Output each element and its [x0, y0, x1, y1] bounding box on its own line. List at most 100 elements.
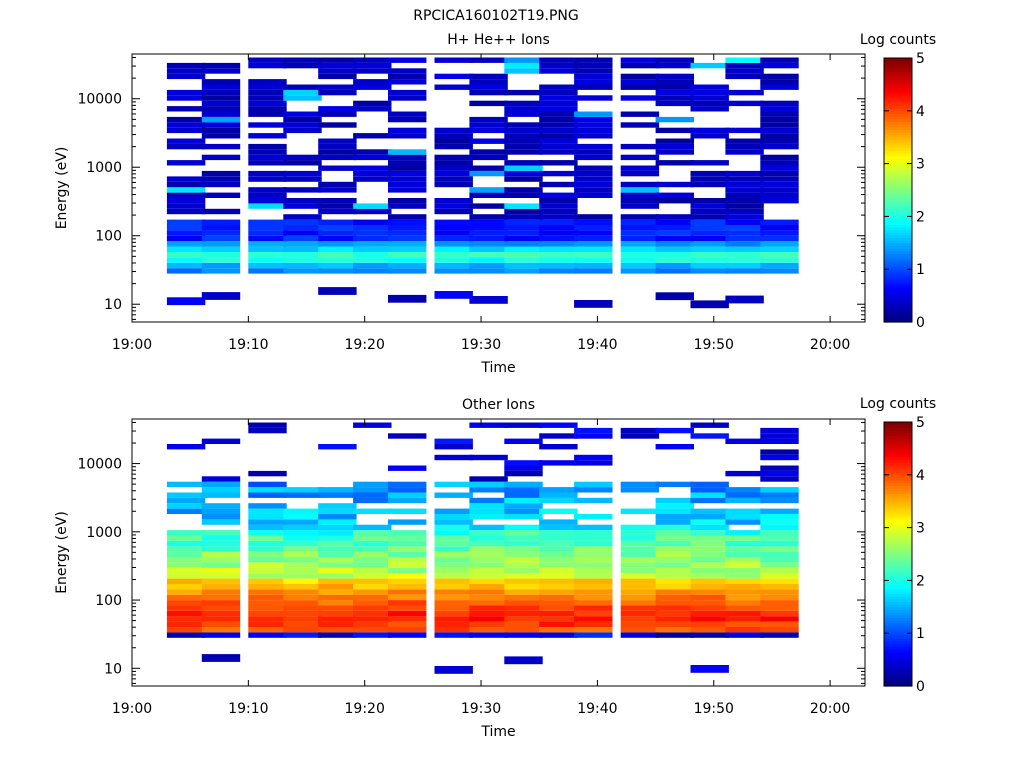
heatmap-cell	[690, 487, 729, 493]
heatmap-cell	[504, 89, 543, 96]
heatmap-cell	[248, 605, 287, 611]
heatmap-cell	[574, 578, 613, 584]
heatmap-cell	[504, 600, 543, 606]
heatmap-cell	[201, 292, 241, 300]
heatmap-cell	[725, 470, 764, 477]
heatmap-cell	[760, 225, 799, 231]
heatmap-cell	[283, 562, 322, 568]
heatmap-cell	[318, 530, 357, 536]
heatmap-cell	[283, 214, 322, 220]
heatmap-cell	[655, 610, 694, 617]
x-tick-label: 19:40	[577, 701, 617, 717]
colorbar-swatch	[884, 113, 912, 117]
heatmap-cell	[201, 89, 241, 96]
heatmap-cell	[504, 187, 543, 193]
panel-title: H+ He++ Ions	[447, 32, 550, 48]
colorbar-swatch	[884, 100, 912, 104]
colorbar-label: Log counts	[860, 32, 936, 48]
heatmap-cell	[318, 57, 357, 63]
heatmap-cell	[434, 492, 473, 498]
heatmap-cell	[318, 252, 357, 258]
heatmap-cell	[539, 551, 578, 558]
heatmap-cell	[504, 540, 543, 547]
heatmap-cell	[201, 503, 241, 509]
heatmap-cell	[469, 600, 508, 606]
heatmap-cell	[760, 138, 799, 144]
colorbar-swatch	[884, 287, 912, 291]
heatmap-cell	[725, 262, 764, 269]
colorbar-swatch	[884, 517, 912, 521]
heatmap-cell	[690, 181, 729, 188]
heatmap-cell	[539, 460, 578, 466]
heatmap-cell	[248, 235, 287, 242]
heatmap-cell	[574, 454, 613, 461]
colorbar-swatch	[884, 429, 912, 434]
heatmap-cell	[539, 241, 578, 247]
heatmap-cell	[725, 632, 764, 638]
heatmap-cell	[434, 481, 473, 488]
heatmap-cell	[469, 127, 508, 134]
heatmap-cell	[201, 519, 241, 525]
heatmap-cell	[201, 116, 241, 123]
colorbar-swatch	[884, 546, 912, 550]
heatmap-cell	[434, 514, 473, 520]
colorbar-swatch	[884, 163, 912, 167]
heatmap-cell	[574, 154, 613, 161]
heatmap-cell	[166, 551, 206, 558]
colorbar-swatch	[884, 469, 912, 473]
heatmap-cell	[201, 605, 241, 611]
heatmap-cell	[166, 540, 206, 547]
heatmap-cell	[539, 444, 578, 450]
colorbar-swatch	[884, 464, 912, 468]
heatmap-cell	[469, 589, 508, 595]
heatmap-cell	[434, 524, 473, 531]
heatmap-cell	[539, 621, 578, 627]
heatmap-cell	[166, 138, 206, 144]
heatmap-cell	[201, 79, 241, 85]
heatmap-cell	[283, 187, 322, 193]
heatmap-cell	[690, 219, 729, 225]
heatmap-cell	[655, 198, 694, 204]
heatmap-cell	[434, 594, 473, 601]
heatmap-cell	[539, 578, 578, 584]
y-tick-label: 100	[95, 229, 122, 245]
colorbar-swatch	[884, 590, 912, 595]
heatmap-cell	[434, 454, 473, 461]
x-tick-label: 19:50	[694, 701, 734, 717]
heatmap-cell	[574, 546, 613, 552]
heatmap-cell	[201, 621, 241, 627]
heatmap-cell	[353, 252, 392, 258]
heatmap-cell	[725, 584, 764, 590]
heatmap-cell	[760, 584, 799, 590]
heatmap-cell	[690, 524, 729, 531]
heatmap-cell	[539, 567, 578, 574]
heatmap-cell	[318, 246, 357, 252]
heatmap-cell	[725, 438, 764, 444]
heatmap-cell	[248, 160, 287, 166]
colorbar-swatch	[884, 609, 912, 613]
heatmap-cell	[353, 589, 392, 595]
heatmap-cell	[539, 535, 578, 541]
heatmap-cell	[283, 589, 322, 595]
heatmap-cell	[353, 170, 392, 177]
colorbar-swatch	[884, 569, 912, 574]
heatmap-cell	[469, 214, 508, 220]
heatmap-cell	[760, 116, 799, 123]
heatmap-cell	[248, 95, 287, 101]
colorbar-swatch	[884, 160, 912, 165]
heatmap-cell	[725, 198, 764, 204]
colorbar-swatch	[884, 509, 912, 513]
heatmap-cell	[760, 605, 799, 611]
heatmap-cell	[353, 578, 392, 584]
heatmap-cell	[318, 600, 357, 606]
heatmap-cell	[248, 487, 287, 493]
heatmap-cell	[434, 127, 473, 134]
colorbar-swatch	[884, 601, 912, 605]
heatmap-cell	[283, 160, 322, 166]
heatmap-cell	[248, 514, 287, 520]
heatmap-cell	[655, 116, 694, 123]
heatmap-cell	[283, 519, 322, 525]
heatmap-cell	[388, 133, 427, 139]
heatmap-cell	[201, 235, 241, 242]
heatmap-cell	[318, 551, 357, 558]
